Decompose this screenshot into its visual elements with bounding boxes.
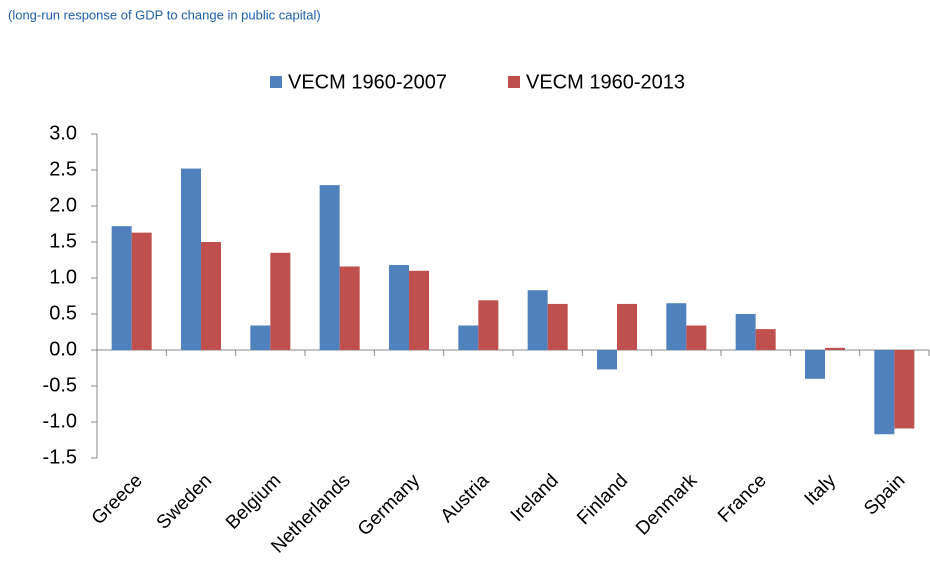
y-tick-label: 2.5 — [49, 158, 77, 180]
x-tick-label: Austria — [437, 470, 494, 527]
bar — [686, 325, 707, 350]
bar — [389, 265, 409, 350]
y-tick-label: 0.0 — [49, 338, 77, 360]
bar — [409, 270, 429, 350]
x-tick-label: France — [714, 470, 771, 527]
y-tick-label: 2.0 — [49, 194, 77, 216]
legend-label: VECM 1960-2007 — [288, 71, 447, 93]
bar — [270, 252, 291, 350]
y-tick-label: -1.5 — [43, 446, 77, 468]
bar — [666, 303, 687, 350]
x-tick-label: Belgium — [222, 470, 285, 533]
y-tick-label: 1.5 — [49, 230, 77, 252]
y-tick-label: -1.0 — [43, 410, 77, 432]
x-tick-label: Finland — [573, 470, 632, 529]
x-tick-label: Sweden — [153, 470, 216, 533]
x-tick-label: Ireland — [507, 470, 563, 526]
legend-swatch — [508, 76, 520, 88]
bar — [458, 325, 479, 350]
x-tick-label: Germany — [354, 470, 424, 540]
legend-swatch — [270, 76, 282, 88]
y-tick-label: -0.5 — [43, 374, 77, 396]
bar — [597, 350, 617, 370]
bar — [181, 168, 201, 350]
bar — [755, 329, 776, 350]
bar — [111, 226, 132, 350]
bar — [735, 314, 756, 350]
bar — [478, 300, 499, 350]
bar — [527, 290, 548, 350]
y-tick-label: 3.0 — [49, 122, 77, 144]
x-tick-label: Italy — [801, 470, 841, 510]
bar — [805, 350, 825, 379]
bar — [339, 266, 360, 350]
bar — [825, 347, 845, 350]
bar — [547, 303, 568, 350]
chart-subtitle: (long-run response of GDP to change in p… — [8, 7, 321, 22]
bar — [319, 185, 340, 350]
bar — [250, 325, 271, 350]
x-tick-label: Denmark — [632, 470, 702, 540]
bar — [874, 350, 895, 435]
x-tick-label: Greece — [88, 470, 147, 529]
bar — [617, 303, 637, 350]
y-tick-label: 1.0 — [49, 266, 77, 288]
bar — [131, 232, 152, 350]
legend-label: VECM 1960-2013 — [526, 71, 685, 93]
bar — [201, 242, 221, 350]
x-tick-label: Spain — [860, 470, 909, 519]
bar — [894, 350, 915, 429]
y-tick-label: 0.5 — [49, 302, 77, 324]
